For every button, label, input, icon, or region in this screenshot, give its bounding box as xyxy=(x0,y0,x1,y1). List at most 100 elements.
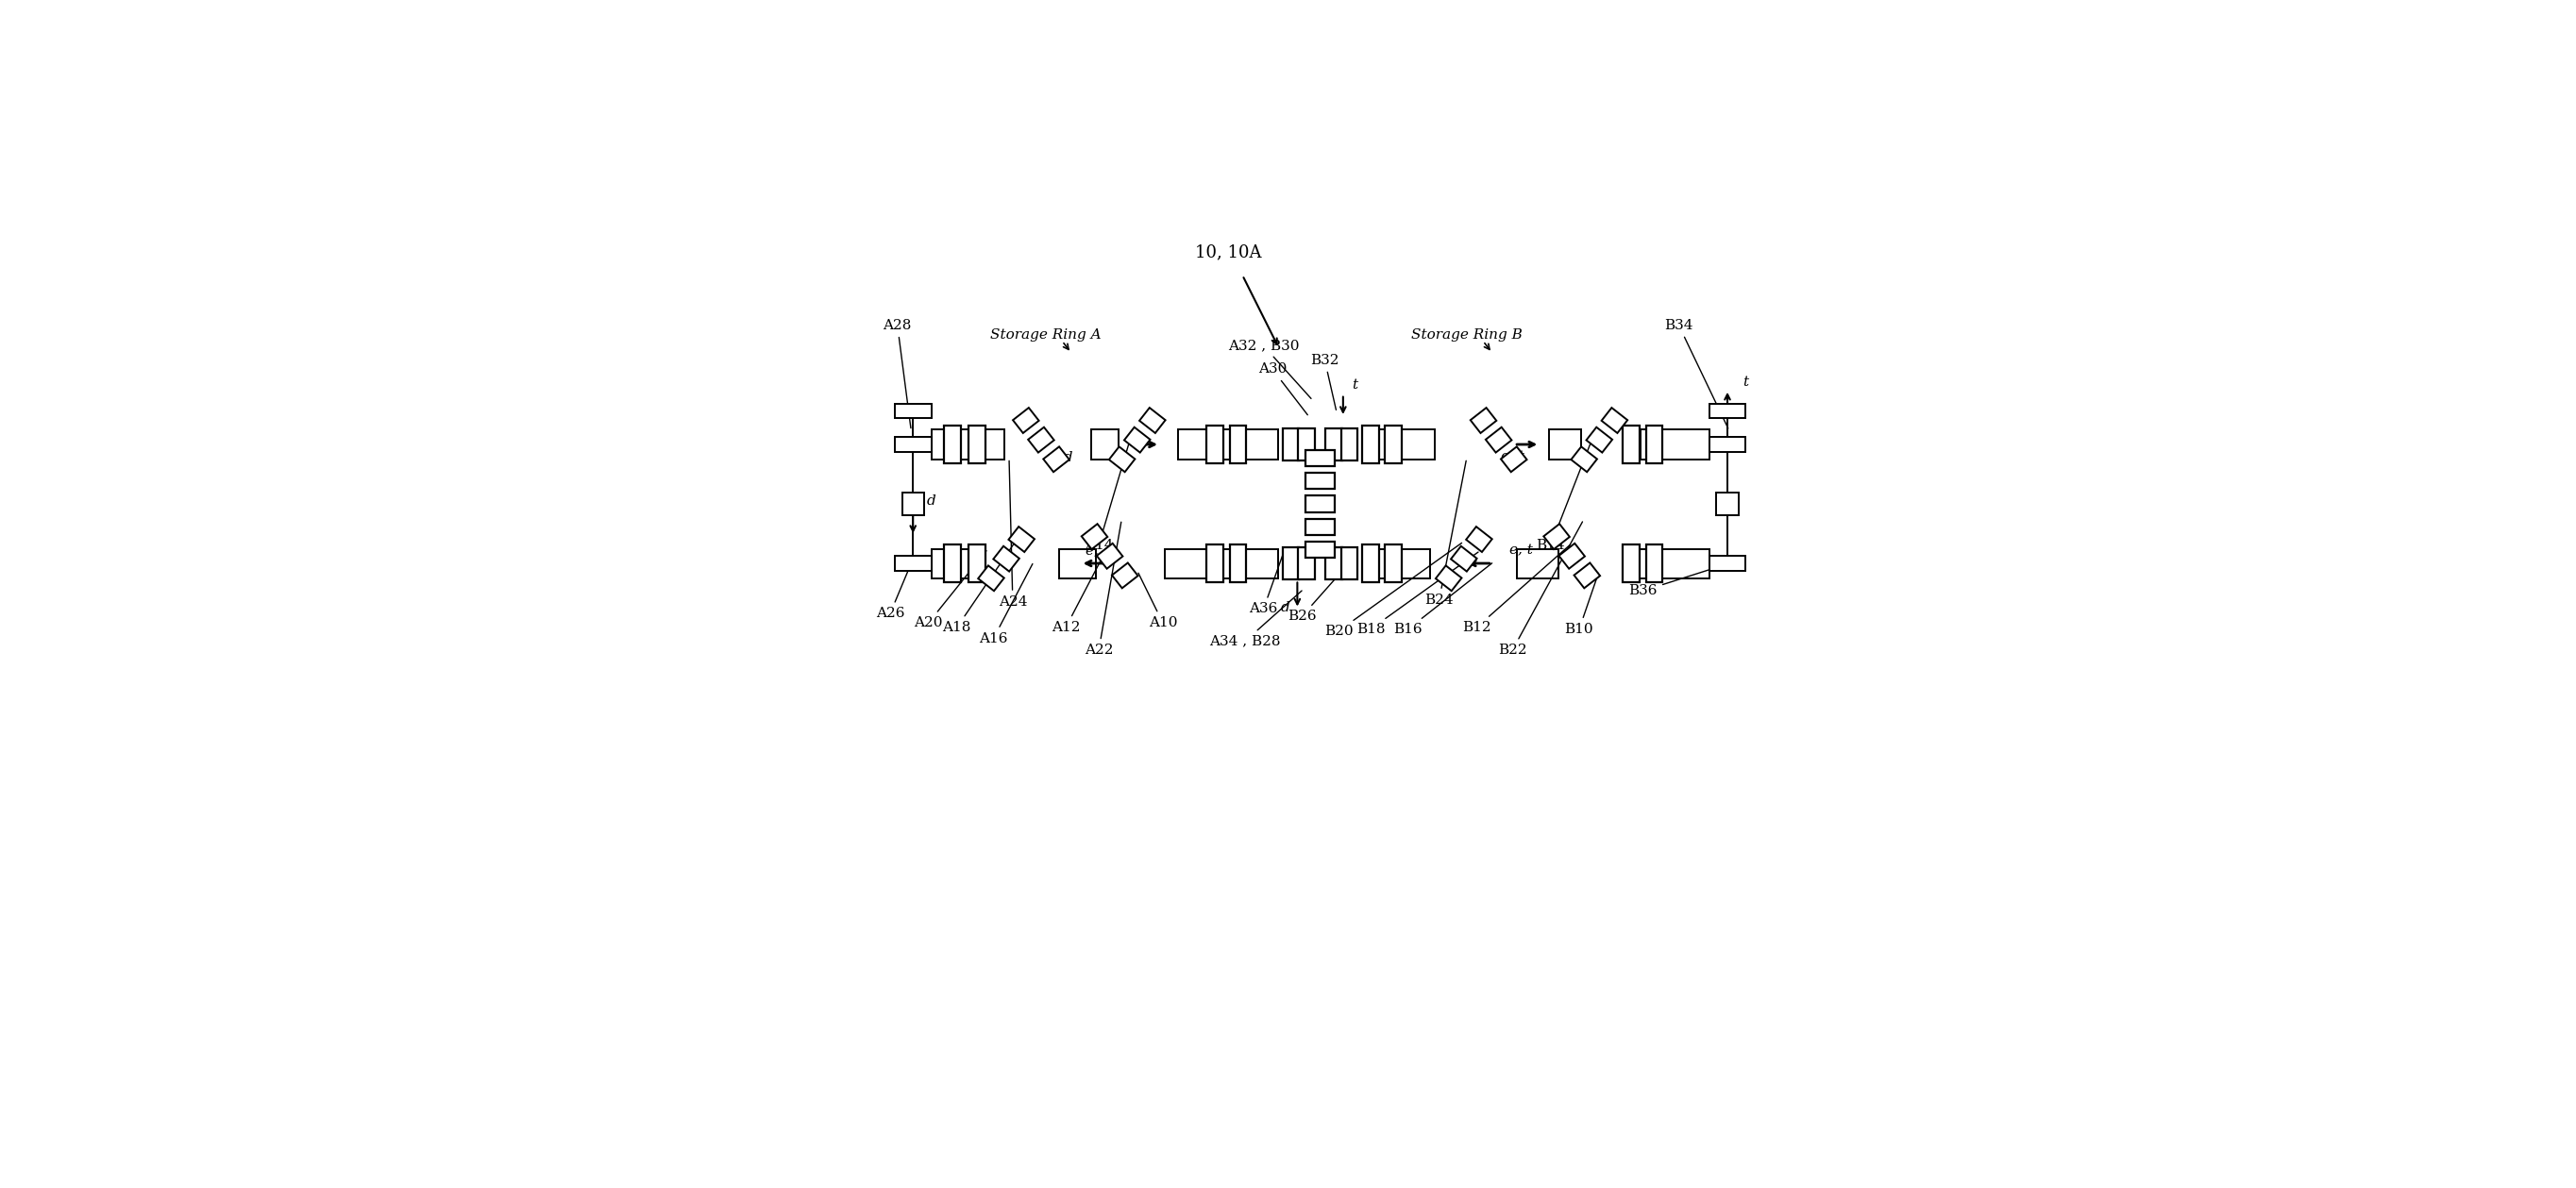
Text: A14: A14 xyxy=(1084,440,1131,551)
Bar xyxy=(1110,447,1136,472)
Text: A12: A12 xyxy=(1051,545,1108,634)
Text: B16: B16 xyxy=(1394,563,1492,636)
Bar xyxy=(1558,543,1584,569)
Bar xyxy=(1363,549,1430,579)
Bar xyxy=(902,493,925,514)
Text: B36: B36 xyxy=(1628,564,1726,598)
Bar xyxy=(1716,493,1739,514)
Bar xyxy=(1092,430,1118,459)
Text: Storage Ring B: Storage Ring B xyxy=(1412,328,1522,341)
Text: A22: A22 xyxy=(1084,522,1121,657)
Bar xyxy=(1646,425,1662,463)
Bar xyxy=(1012,407,1038,434)
Bar xyxy=(1342,546,1358,580)
Text: B20: B20 xyxy=(1324,543,1461,638)
Text: A28: A28 xyxy=(884,318,912,428)
Bar xyxy=(1306,518,1334,535)
Text: Storage Ring A: Storage Ring A xyxy=(989,328,1100,341)
Text: A20: A20 xyxy=(914,551,987,630)
Bar xyxy=(1587,428,1613,453)
Bar xyxy=(1306,495,1334,512)
Bar xyxy=(1548,430,1582,459)
Bar xyxy=(1283,428,1298,461)
Text: B18: B18 xyxy=(1355,552,1479,636)
Bar xyxy=(1708,437,1747,451)
Text: B10: B10 xyxy=(1564,573,1600,636)
Bar xyxy=(1298,546,1314,580)
Bar xyxy=(1628,549,1708,579)
Text: A32 , B30: A32 , B30 xyxy=(1229,339,1311,398)
Bar xyxy=(1641,430,1708,459)
Text: A34 , B28: A34 , B28 xyxy=(1211,590,1301,647)
Bar xyxy=(894,556,933,570)
Text: B34: B34 xyxy=(1664,318,1728,429)
Bar xyxy=(1471,407,1497,434)
Bar xyxy=(1386,425,1401,463)
Bar xyxy=(1306,473,1334,489)
Bar xyxy=(1298,428,1314,461)
Bar xyxy=(1306,450,1334,467)
Text: 10, 10A: 10, 10A xyxy=(1195,244,1262,261)
Text: A26: A26 xyxy=(876,565,909,620)
Bar xyxy=(1113,563,1139,588)
Bar xyxy=(1164,549,1278,579)
Bar xyxy=(1574,563,1600,588)
Bar xyxy=(1363,425,1378,463)
Bar xyxy=(1206,544,1224,582)
Bar xyxy=(1327,428,1342,461)
Text: A24: A24 xyxy=(999,461,1028,608)
Bar xyxy=(979,565,1005,590)
Bar xyxy=(1123,428,1151,453)
Bar xyxy=(1311,549,1329,558)
Bar xyxy=(1229,544,1247,582)
Bar xyxy=(1327,546,1342,580)
Bar xyxy=(1646,544,1662,582)
Bar xyxy=(1342,428,1358,461)
Text: e, d: e, d xyxy=(1046,450,1072,463)
Bar xyxy=(943,544,961,582)
Bar xyxy=(933,549,976,579)
Bar xyxy=(1043,447,1069,472)
Bar xyxy=(1363,430,1435,459)
Text: A36: A36 xyxy=(1249,555,1283,615)
Bar xyxy=(1097,543,1123,569)
Bar xyxy=(1206,425,1224,463)
Bar xyxy=(1708,556,1747,570)
Bar xyxy=(969,425,984,463)
Bar xyxy=(1450,546,1476,571)
Text: e, t: e, t xyxy=(1502,450,1525,463)
Bar xyxy=(943,425,961,463)
Bar xyxy=(1386,544,1401,582)
Bar xyxy=(894,437,933,451)
Bar xyxy=(1466,526,1492,552)
Bar xyxy=(1283,546,1298,580)
Bar xyxy=(1363,544,1378,582)
Bar xyxy=(1082,524,1108,549)
Bar xyxy=(933,430,1005,459)
Bar xyxy=(1139,407,1164,434)
Bar xyxy=(1602,407,1628,434)
Bar xyxy=(1708,404,1747,418)
Bar xyxy=(1571,447,1597,472)
Bar xyxy=(994,546,1020,571)
Bar xyxy=(894,404,933,418)
Bar xyxy=(969,544,984,582)
Text: B24: B24 xyxy=(1425,461,1466,607)
Text: B12: B12 xyxy=(1463,545,1569,634)
Text: A16: A16 xyxy=(979,564,1033,645)
Bar xyxy=(1059,549,1095,579)
Bar xyxy=(1435,565,1461,590)
Text: d: d xyxy=(927,494,935,507)
Text: e, d: e, d xyxy=(1084,544,1113,557)
Bar xyxy=(1543,524,1569,549)
Text: A18: A18 xyxy=(943,544,1015,634)
Text: t: t xyxy=(1352,378,1358,392)
Text: d: d xyxy=(1280,601,1291,614)
Text: e, t: e, t xyxy=(1510,544,1533,557)
Bar xyxy=(1229,425,1247,463)
Bar xyxy=(1010,526,1036,552)
Bar xyxy=(1623,425,1638,463)
Text: B22: B22 xyxy=(1497,522,1582,657)
Text: A10: A10 xyxy=(1139,573,1177,630)
Text: B26: B26 xyxy=(1288,555,1358,623)
